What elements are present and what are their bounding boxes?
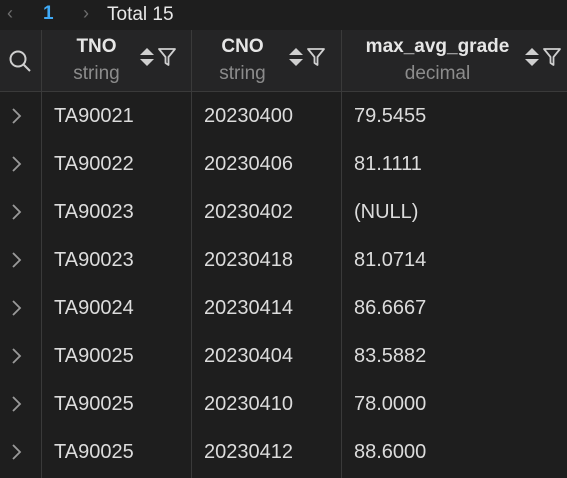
cell-cno[interactable]: 20230400 [204, 105, 293, 127]
column-divider [41, 30, 42, 478]
table-row[interactable]: TA90024 20230414 86.6667 [0, 284, 567, 332]
pagination-bar: ‹ 1 › Total 15 [0, 0, 567, 30]
chevron-left-icon[interactable]: ‹ [7, 3, 13, 23]
current-page-number[interactable]: 1 [43, 3, 54, 24]
cell-max-avg-grade[interactable]: 83.5882 [354, 345, 427, 367]
chevron-right-icon[interactable] [9, 442, 23, 467]
cell-tno[interactable]: TA90025 [54, 393, 134, 415]
cell-tno[interactable]: TA90021 [54, 105, 134, 127]
table-row[interactable]: TA90025 20230404 83.5882 [0, 332, 567, 380]
chevron-right-icon[interactable] [9, 154, 23, 179]
table-row[interactable]: TA90025 20230410 78.0000 [0, 380, 567, 428]
column-name: TNO [76, 36, 117, 57]
column-name: max_avg_grade [365, 36, 510, 57]
sort-icon[interactable] [288, 46, 304, 68]
cell-max-avg-grade[interactable]: 78.0000 [354, 393, 427, 415]
search-icon[interactable] [8, 49, 32, 78]
chevron-right-icon[interactable] [9, 394, 23, 419]
chevron-right-icon[interactable] [9, 202, 23, 227]
chevron-right-icon[interactable] [9, 106, 23, 131]
table-row[interactable]: TA90021 20230400 79.5455 [0, 92, 567, 140]
cell-tno[interactable]: TA90025 [54, 441, 134, 463]
cell-max-avg-grade[interactable]: 79.5455 [354, 105, 427, 127]
filter-icon[interactable] [306, 46, 326, 68]
cell-cno[interactable]: 20230406 [204, 153, 293, 175]
filter-icon[interactable] [157, 46, 177, 68]
cell-cno[interactable]: 20230410 [204, 393, 293, 415]
table-row[interactable]: TA90023 20230402 (NULL) [0, 188, 567, 236]
cell-tno[interactable]: TA90023 [54, 201, 134, 223]
cell-tno[interactable]: TA90024 [54, 297, 134, 319]
cell-cno[interactable]: 20230418 [204, 249, 293, 271]
column-type: string [73, 63, 120, 84]
chevron-right-icon[interactable] [9, 250, 23, 275]
cell-tno[interactable]: TA90025 [54, 345, 134, 367]
table-row[interactable]: TA90023 20230418 81.0714 [0, 236, 567, 284]
cell-tno[interactable]: TA90023 [54, 249, 134, 271]
cell-max-avg-grade[interactable]: 86.6667 [354, 297, 427, 319]
filter-icon[interactable] [542, 46, 562, 68]
column-divider [341, 30, 342, 478]
cell-cno[interactable]: 20230404 [204, 345, 293, 367]
table-row[interactable]: TA90025 20230412 88.6000 [0, 428, 567, 476]
chevron-right-icon[interactable]: › [83, 3, 89, 23]
column-type: string [219, 63, 266, 84]
column-header-tno[interactable]: TNO string [42, 30, 191, 91]
chevron-right-icon[interactable] [9, 346, 23, 371]
column-type: decimal [404, 63, 471, 84]
column-divider [191, 30, 192, 478]
chevron-right-icon[interactable] [9, 298, 23, 323]
cell-cno[interactable]: 20230414 [204, 297, 293, 319]
cell-max-avg-grade[interactable]: 88.6000 [354, 441, 427, 463]
cell-cno[interactable]: 20230402 [204, 201, 293, 223]
column-header-max-avg-grade[interactable]: max_avg_grade decimal [342, 30, 567, 91]
column-name: CNO [221, 36, 264, 57]
column-header-cno[interactable]: CNO string [192, 30, 341, 91]
cell-max-avg-grade[interactable]: (NULL) [354, 201, 419, 223]
sort-icon[interactable] [139, 46, 155, 68]
cell-max-avg-grade[interactable]: 81.1111 [354, 153, 422, 175]
total-count-label: Total 15 [107, 4, 174, 25]
cell-max-avg-grade[interactable]: 81.0714 [354, 249, 427, 271]
cell-tno[interactable]: TA90022 [54, 153, 134, 175]
sort-icon[interactable] [524, 46, 540, 68]
cell-cno[interactable]: 20230412 [204, 441, 293, 463]
result-grid: TNO string CNO string [0, 30, 567, 478]
grid-header: TNO string CNO string [0, 30, 567, 92]
table-row[interactable]: TA90022 20230406 81.1111 [0, 140, 567, 188]
